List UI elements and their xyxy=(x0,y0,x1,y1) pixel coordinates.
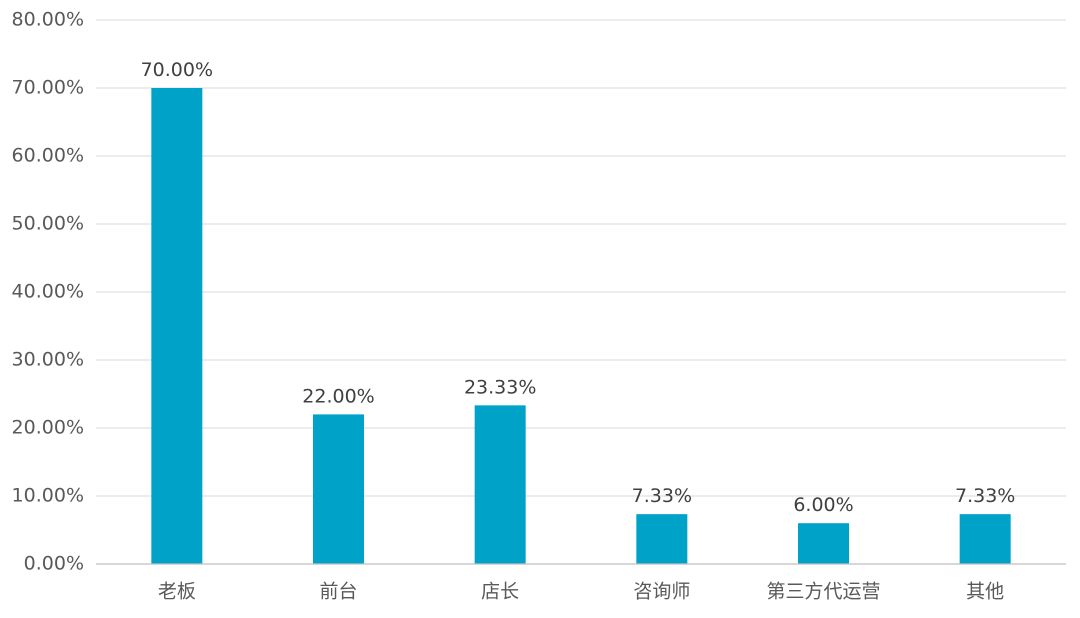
x-axis-categories: 老板 前台 店长 咨询师 第三方代运营 其他 xyxy=(158,581,1004,603)
data-label: 70.00% xyxy=(141,59,213,81)
y-tick-label: 20.00% xyxy=(12,417,84,439)
y-tick-label: 60.00% xyxy=(12,145,84,167)
y-tick-label: 30.00% xyxy=(12,349,84,371)
x-category-label: 店长 xyxy=(481,581,519,603)
y-tick-label: 80.00% xyxy=(12,9,84,31)
y-tick-label: 40.00% xyxy=(12,281,84,303)
bar xyxy=(474,405,526,564)
y-tick-label: 0.00% xyxy=(24,553,84,575)
x-category-label: 老板 xyxy=(158,581,196,603)
gridlines xyxy=(96,19,1066,497)
data-label: 7.33% xyxy=(955,485,1015,507)
x-category-label: 其他 xyxy=(966,581,1004,603)
y-axis-ticks: 0.00% 10.00% 20.00% 30.00% 40.00% 50.00% 60.00… xyxy=(12,9,84,575)
data-labels: 70.00% 22.00% 23.33% 7.33% 6.00% 7.33% xyxy=(141,59,1016,516)
bars xyxy=(151,88,1011,564)
y-tick-label: 10.00% xyxy=(12,485,84,507)
x-category-label: 咨询师 xyxy=(633,581,690,603)
bar xyxy=(636,514,688,564)
y-tick-label: 50.00% xyxy=(12,213,84,235)
y-tick-label: 70.00% xyxy=(12,77,84,99)
bar xyxy=(313,414,364,564)
bar xyxy=(959,514,1011,564)
bar xyxy=(151,88,203,564)
data-label: 22.00% xyxy=(302,385,374,407)
data-label: 6.00% xyxy=(793,494,853,516)
data-label: 23.33% xyxy=(464,376,536,398)
x-category-label: 第三方代运营 xyxy=(766,581,880,603)
data-label: 7.33% xyxy=(632,485,692,507)
bar xyxy=(798,523,849,564)
x-category-label: 前台 xyxy=(319,581,357,603)
